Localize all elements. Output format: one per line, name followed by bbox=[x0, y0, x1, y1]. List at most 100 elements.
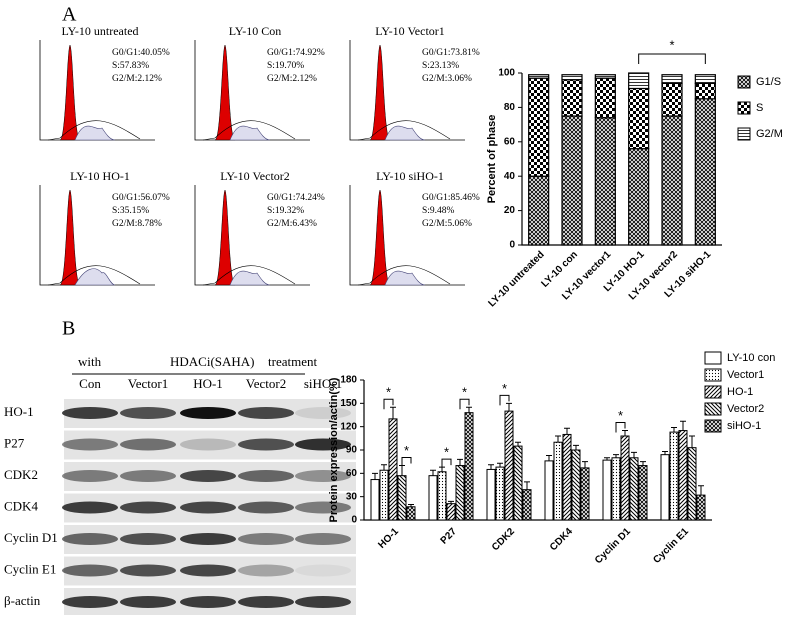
bar-segment bbox=[628, 87, 650, 150]
axis bbox=[521, 73, 722, 246]
legend-label: LY-10 con bbox=[727, 352, 775, 364]
bar bbox=[669, 431, 679, 521]
blot-header: with bbox=[78, 354, 102, 369]
blot-band bbox=[62, 501, 118, 514]
histogram-stat: G2/M:8.78% bbox=[112, 219, 162, 229]
bar-segment bbox=[661, 82, 683, 117]
histogram-stat: G0/G1:73.81% bbox=[422, 48, 480, 58]
histogram-title: LY-10 Vector1 bbox=[375, 24, 445, 38]
y-tick-label: 60 bbox=[346, 468, 358, 479]
blot-band bbox=[238, 407, 294, 419]
error-bar bbox=[662, 451, 668, 455]
histogram-stat: G0/G1:40.05% bbox=[112, 48, 170, 58]
blot-band bbox=[238, 596, 294, 608]
legend-swatch bbox=[737, 75, 751, 89]
blot-row-label: CDK2 bbox=[4, 467, 38, 482]
blot-column: Vector1 bbox=[128, 376, 168, 391]
y-tick-label: 180 bbox=[340, 375, 357, 386]
annotation: * bbox=[462, 385, 467, 400]
axis bbox=[363, 380, 712, 521]
blot-band bbox=[238, 564, 294, 577]
y-tick-label: 60 bbox=[504, 136, 516, 147]
blot-band bbox=[295, 470, 351, 482]
blot-band bbox=[295, 438, 351, 451]
histogram-fit bbox=[357, 120, 451, 141]
error-bar bbox=[680, 420, 686, 431]
blot-column: siHO-1 bbox=[304, 376, 342, 391]
y-tick-label: 150 bbox=[340, 398, 357, 409]
bar bbox=[504, 410, 514, 521]
error-bar bbox=[448, 500, 454, 504]
histogram-stat: S:19.70% bbox=[267, 61, 304, 71]
bar-segment bbox=[594, 74, 616, 79]
legend-swatch bbox=[704, 402, 722, 416]
annotation-bracket bbox=[383, 398, 394, 410]
bar bbox=[513, 445, 523, 521]
blot-band bbox=[62, 470, 118, 482]
bar bbox=[446, 503, 456, 521]
y-tick-label: 0 bbox=[351, 515, 357, 526]
bar bbox=[406, 506, 416, 521]
histograms: LY-10 untreated G0/G1:40.05% S:57.83% G2/M:… bbox=[39, 24, 480, 286]
error-bar bbox=[506, 402, 512, 412]
bar bbox=[464, 412, 474, 521]
blot-row-label: Cyclin D1 bbox=[4, 530, 58, 545]
blot-band bbox=[62, 564, 118, 577]
legend-swatch bbox=[704, 351, 722, 365]
error-bar bbox=[524, 481, 530, 490]
y-tick-label: 30 bbox=[346, 491, 358, 502]
blot-band bbox=[120, 596, 176, 608]
bar bbox=[571, 449, 581, 521]
bar-segment bbox=[594, 117, 616, 246]
legend-label: Vector1 bbox=[727, 369, 764, 381]
histogram-title: LY-10 Vector2 bbox=[220, 169, 290, 183]
g1-peak bbox=[369, 189, 391, 286]
error-bar bbox=[381, 464, 387, 471]
blot-band bbox=[120, 470, 176, 482]
y-tick-label: 90 bbox=[346, 445, 358, 456]
blot-band bbox=[180, 564, 236, 577]
blot-band bbox=[295, 501, 351, 514]
bar bbox=[397, 475, 407, 521]
histogram-fit bbox=[47, 120, 141, 141]
blot-band bbox=[238, 470, 294, 482]
histogram-stat: G0/G1:74.24% bbox=[267, 193, 325, 203]
histogram-stat: G2/M:2.12% bbox=[267, 74, 317, 84]
y-tick-label: 20 bbox=[504, 205, 516, 216]
bar-segment bbox=[561, 79, 583, 117]
g1-peak bbox=[369, 44, 391, 141]
bar-segment bbox=[528, 175, 550, 246]
legend-swatch bbox=[704, 385, 722, 399]
histogram-stat: S:57.83% bbox=[112, 61, 149, 71]
legend-swatch bbox=[704, 419, 722, 433]
annotation: * bbox=[386, 385, 391, 400]
blot-row-label: HO-1 bbox=[4, 404, 34, 419]
error-bar bbox=[408, 503, 414, 507]
histogram-fit bbox=[357, 265, 451, 286]
stacked-chart: 0 20 40 60 80 100 Percent of phase LY-10 untrea… bbox=[486, 37, 783, 309]
error-bar bbox=[466, 406, 472, 413]
s-phase bbox=[74, 125, 116, 141]
bar bbox=[678, 430, 688, 521]
x-tick-label: LY-10 untreated bbox=[486, 249, 546, 309]
blot-band bbox=[295, 533, 351, 545]
y-axis-label: Percent of phase bbox=[486, 115, 498, 204]
bar bbox=[455, 465, 465, 521]
error-bar bbox=[622, 430, 628, 436]
g1-peak bbox=[59, 44, 81, 141]
histogram-fit bbox=[47, 265, 141, 286]
s-phase bbox=[384, 125, 426, 141]
blot-band bbox=[180, 501, 236, 514]
blot-column: HO-1 bbox=[193, 376, 223, 391]
bar-segment bbox=[694, 74, 716, 84]
bar-segment bbox=[628, 148, 650, 246]
s-phase bbox=[229, 125, 271, 141]
histogram-axes bbox=[194, 185, 310, 286]
error-bar bbox=[613, 454, 619, 458]
annotation: * bbox=[669, 37, 674, 52]
bar-segment bbox=[694, 82, 716, 100]
western-blot: with HDACi(SAHA) treatment Con Vector1 HO-1 Ve… bbox=[4, 354, 356, 617]
error-bar bbox=[497, 462, 503, 468]
bar-segment bbox=[561, 74, 583, 81]
